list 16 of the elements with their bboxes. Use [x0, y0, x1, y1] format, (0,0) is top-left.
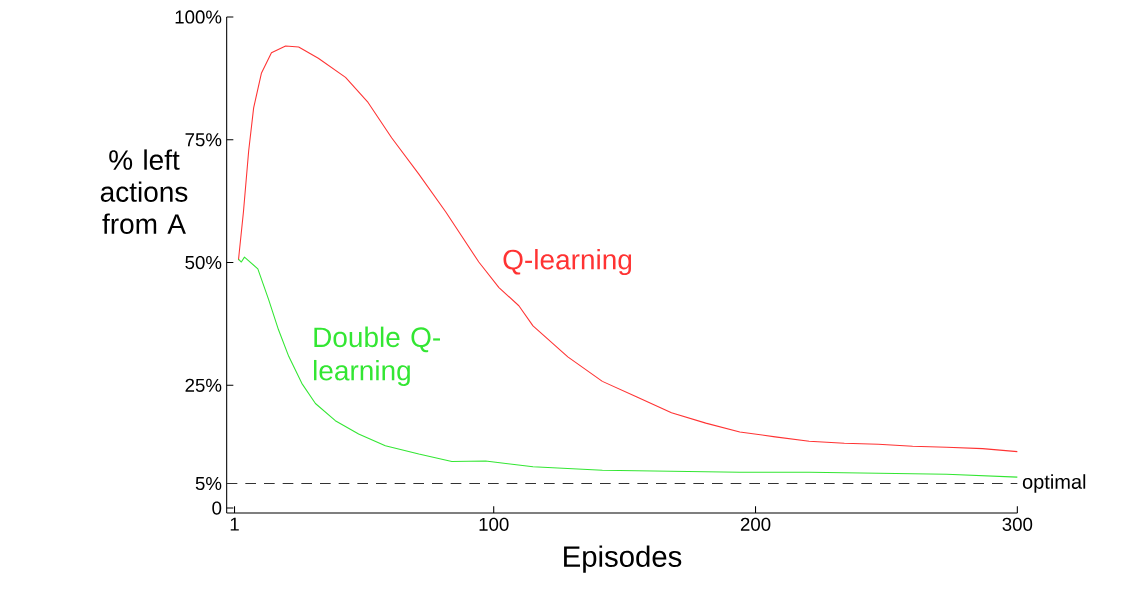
- series-label: Double Q-learning: [313, 326, 440, 387]
- ref-line-label: optimal: [1022, 474, 1086, 493]
- y-tick-label: 5%: [195, 476, 222, 491]
- y-tick-label: 50%: [185, 255, 222, 270]
- y-tick-label: 25%: [185, 378, 222, 392]
- y-tick-label: 100%: [175, 10, 222, 24]
- x-axis-title: Episodes: [564, 545, 682, 573]
- line-series: [237, 45, 1018, 453]
- series-label: Q-learning: [503, 248, 632, 276]
- y-tick-label: 75%: [185, 133, 222, 147]
- x-tick-label: 1: [230, 517, 239, 531]
- x-tick-label: 100: [479, 517, 509, 531]
- y-tick-label: 0: [212, 501, 222, 515]
- x-tick-label: 300: [1002, 517, 1033, 531]
- x-tick-label: 200: [740, 517, 771, 531]
- y-axis-title: % left actions from A: [100, 149, 188, 234]
